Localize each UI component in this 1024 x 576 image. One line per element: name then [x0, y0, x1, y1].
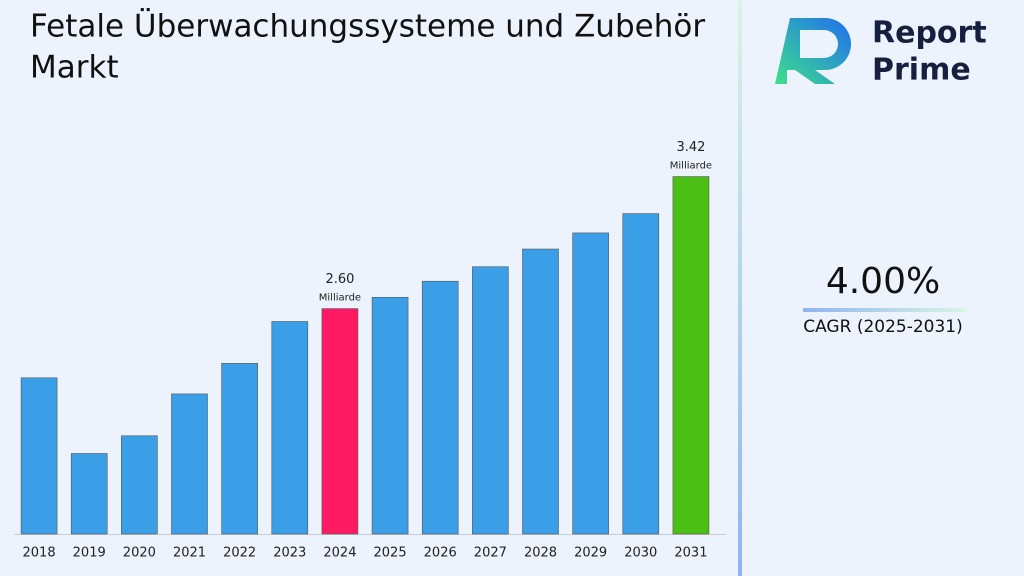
chart-title: Markt: [30, 50, 119, 86]
value-label: 2.60: [325, 272, 354, 287]
x-tick-label: 2021: [173, 546, 206, 561]
cagr-label: CAGR (2025-2031): [803, 317, 963, 337]
x-tick-label: 2022: [223, 546, 256, 561]
x-tick-label: 2031: [674, 546, 707, 561]
bar: [70, 453, 108, 535]
logo-icon-hole: [800, 30, 838, 58]
x-tick-label: 2023: [273, 546, 306, 561]
bar: [371, 297, 409, 535]
bar: [421, 280, 459, 535]
logo-text: Report: [872, 16, 987, 51]
bar: [572, 232, 609, 535]
cagr-value: 4.00%: [826, 261, 940, 302]
x-tick-label: 2020: [123, 546, 156, 561]
cagr-underline: [803, 308, 965, 312]
bar: [171, 393, 208, 535]
x-tick-label: 2018: [23, 546, 56, 561]
logo-text: Prime: [872, 53, 971, 88]
bar: [121, 435, 158, 535]
x-tick-label: 2030: [624, 546, 657, 561]
logo: Report Prime: [775, 16, 987, 88]
x-tick-label: 2019: [73, 546, 106, 561]
chart-title: Fetale Überwachungssysteme und Zubehör: [30, 8, 705, 45]
bar: [622, 213, 660, 535]
bar: [672, 176, 710, 535]
x-tick-label: 2025: [374, 546, 407, 561]
divider: [738, 0, 742, 576]
value-unit: Milliarde: [319, 293, 361, 304]
x-tick-label: 2027: [474, 546, 507, 561]
value-label: 3.42: [676, 140, 705, 155]
value-unit: Milliarde: [670, 161, 712, 172]
x-tick-label: 2024: [323, 546, 356, 561]
bar: [271, 321, 309, 535]
x-tick-label: 2029: [574, 546, 607, 561]
bar: [321, 308, 359, 535]
x-tick-label: 2026: [424, 546, 457, 561]
bar: [472, 266, 509, 535]
bar: [221, 363, 258, 535]
x-tick-label: 2028: [524, 546, 557, 561]
bar: [20, 377, 58, 535]
bar: [522, 248, 559, 535]
